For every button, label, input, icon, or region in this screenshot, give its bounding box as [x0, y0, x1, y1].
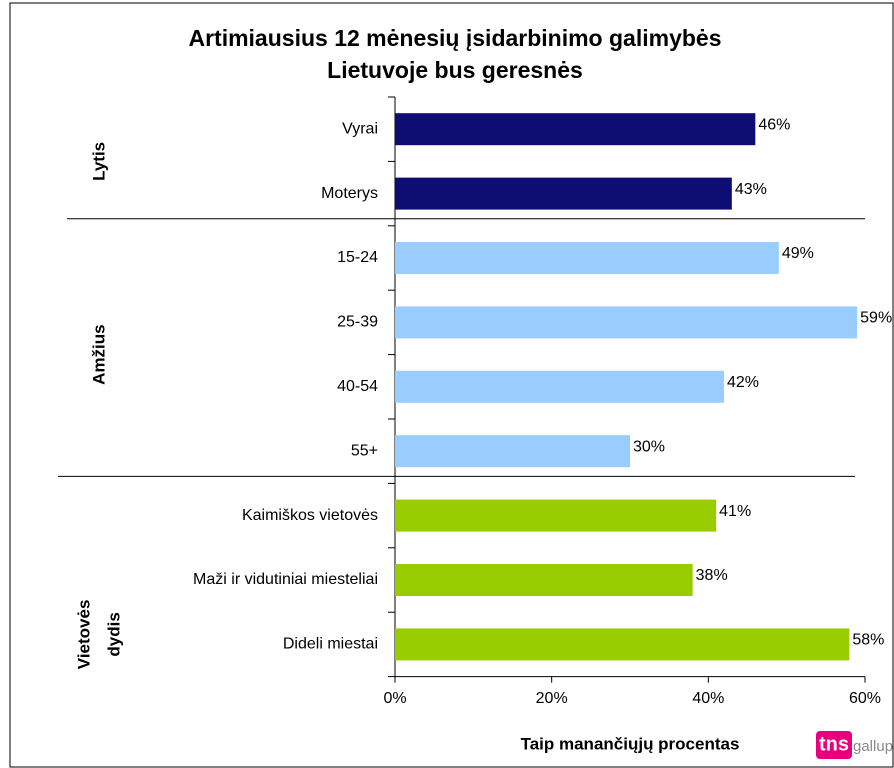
x-tick-label: 40% — [692, 690, 724, 707]
bar — [395, 113, 756, 146]
y-tick-label: 15-24 — [337, 249, 378, 266]
x-tick-label: 20% — [536, 690, 568, 707]
y-tick-label: Vyrai — [342, 120, 378, 137]
value-label: 43% — [735, 181, 767, 198]
group-label: Vietovės — [74, 600, 93, 670]
value-label: 41% — [719, 503, 751, 520]
y-tick-label: 55+ — [351, 442, 378, 459]
y-tick-label: Maži ir vidutiniai miesteliai — [193, 571, 378, 588]
y-tick-label: Dideli miestai — [283, 636, 378, 653]
bar — [395, 435, 630, 468]
bar — [395, 628, 850, 661]
x-axis-label: Taip manančiųjų procentas — [521, 734, 740, 753]
bar — [395, 370, 724, 403]
value-label: 49% — [782, 245, 814, 262]
y-tick-label: Moterys — [321, 185, 378, 202]
bar — [395, 306, 858, 339]
logo-box — [816, 731, 852, 759]
chart-title: Lietuvoje bus geresnės — [327, 57, 583, 83]
value-label: 42% — [727, 374, 759, 391]
y-tick-label: 25-39 — [337, 314, 378, 331]
bar — [395, 499, 717, 532]
value-label: 58% — [852, 632, 884, 649]
y-tick-label: 40-54 — [337, 378, 378, 395]
x-tick-label: 0% — [383, 690, 406, 707]
logo-text: tns — [819, 733, 849, 755]
group-label: Amžius — [89, 324, 108, 384]
bar — [395, 242, 779, 274]
chart-title: Artimiausius 12 mėnesių įsidarbinimo gal… — [188, 25, 721, 51]
group-label: dydis — [104, 612, 123, 656]
y-tick-label: Kaimiškos vietovės — [242, 507, 378, 524]
value-label: 59% — [860, 310, 892, 327]
x-tick-label: 60% — [849, 690, 881, 707]
bar — [395, 564, 693, 596]
bar — [395, 177, 732, 210]
value-label: 30% — [633, 438, 665, 455]
group-label: Lytis — [89, 142, 108, 181]
value-label: 38% — [696, 567, 728, 584]
logo-text: gallup — [853, 738, 893, 755]
value-label: 46% — [758, 116, 790, 133]
